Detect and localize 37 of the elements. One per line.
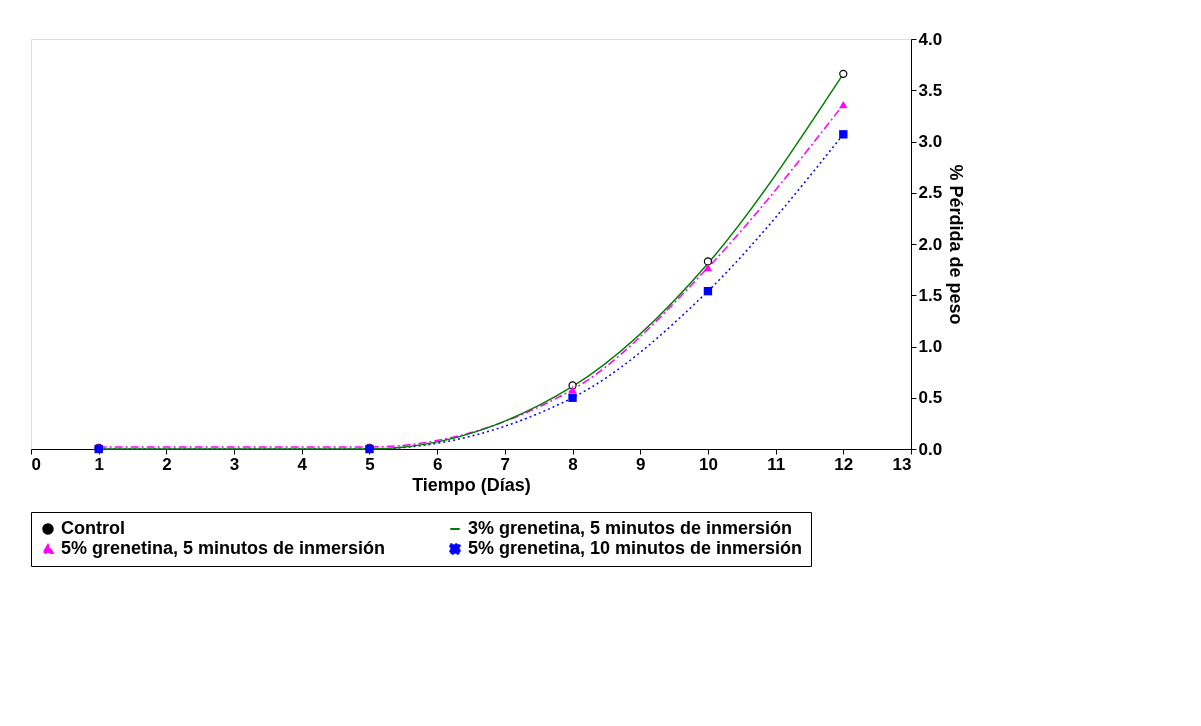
point <box>568 385 577 394</box>
x-axis-title: Tiempo (Días) <box>412 474 531 495</box>
x-tick-label: 0 <box>31 454 41 474</box>
legend-label: Control <box>61 518 125 538</box>
x-tick-label: 13 <box>892 454 912 474</box>
point <box>703 286 713 296</box>
x-tick-label: 5 <box>365 454 375 474</box>
y2-tick-label: 1.5 <box>918 285 943 305</box>
point <box>568 393 577 402</box>
y2-tick-label: 3.0 <box>918 132 943 151</box>
y2-tick-label: 4.0 <box>918 29 943 49</box>
y2-tick-label: 2.0 <box>918 234 943 254</box>
x-tick-label: 8 <box>568 454 578 474</box>
y2-tick-label: 3.5 <box>918 80 943 100</box>
point <box>839 100 848 109</box>
y2-tick-label: 0.5 <box>918 388 943 408</box>
x-tick-label: 4 <box>297 454 308 474</box>
y2-tick-label: 1.0 <box>918 337 943 356</box>
legend-label: 5% grenetina, 5 minutos de inmersión <box>61 538 386 558</box>
point <box>839 69 848 78</box>
x-tick-label: 12 <box>834 454 854 474</box>
y2-tick-label: 2.5 <box>918 183 943 203</box>
x-tick-label: 2 <box>162 454 172 474</box>
x-tick-label: 7 <box>500 454 511 474</box>
point <box>839 130 848 139</box>
legend-label: 5% grenetina, 10 minutos de inmersión <box>468 538 803 558</box>
x-tick-label: 10 <box>698 454 718 474</box>
x-tick-label: 6 <box>432 454 443 474</box>
legend-label: 3% grenetina, 5 minutos de inmersión <box>468 518 793 538</box>
point <box>703 257 713 266</box>
y2-axis-title: % Pérdida de peso <box>946 164 967 325</box>
x-tick-label: 9 <box>636 454 646 474</box>
point <box>703 263 713 272</box>
x-tick-label: 3 <box>229 454 240 474</box>
x-tick-label: 11 <box>767 454 786 474</box>
y2-tick-label: 0.0 <box>918 439 943 459</box>
x-tick-label: 1 <box>94 454 104 474</box>
